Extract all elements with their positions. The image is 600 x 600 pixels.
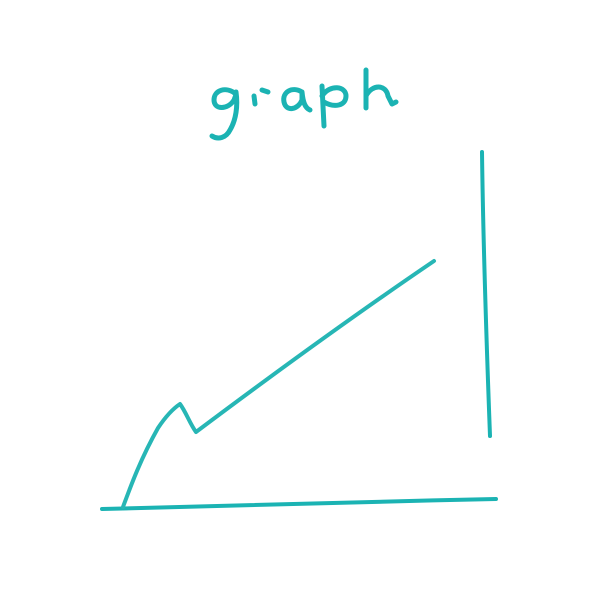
horizontal-axis-line (100, 497, 498, 511)
curve-line (121, 259, 436, 509)
handwritten-title (209, 67, 399, 141)
title-letter-g (209, 87, 240, 141)
title-letter-p (319, 83, 349, 129)
title-letter-h (363, 67, 399, 111)
title-letter-r-stem (251, 93, 258, 107)
title-letter-r-arm (259, 87, 271, 95)
vertical-axis-line (480, 150, 492, 438)
title-letter-a (281, 87, 313, 113)
